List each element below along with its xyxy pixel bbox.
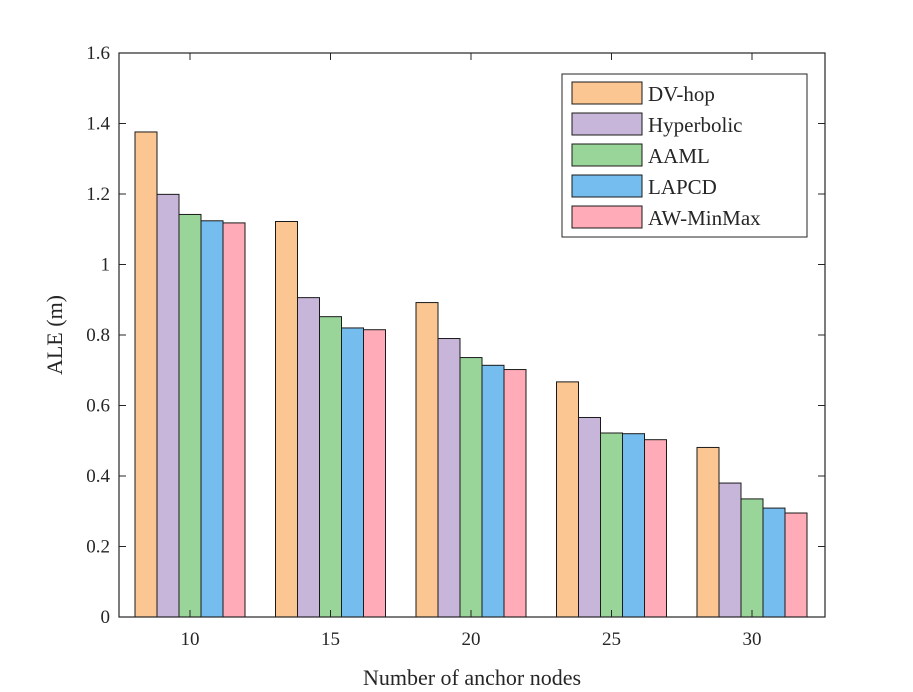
- legend: DV-hop Hyperbolic AAML LAPCD AW-MinMax: [561, 73, 808, 238]
- x-tick-label: 30: [743, 629, 762, 650]
- bars-layer: [134, 131, 808, 618]
- legend-swatch: [571, 143, 643, 167]
- y-tick-label: 1.2: [86, 184, 110, 205]
- bar-dv-hop-10: [134, 131, 158, 618]
- y-axis-title: ALE (m): [42, 295, 67, 375]
- bar-aaml-20: [459, 357, 483, 618]
- x-tick-label: 15: [321, 629, 340, 650]
- x-tick-label: 10: [181, 629, 200, 650]
- legend-swatch: [571, 112, 643, 136]
- x-tick-label: 20: [462, 629, 481, 650]
- bar-hyperbolic-25: [578, 416, 601, 618]
- bar-aw-minmax-25: [644, 439, 667, 618]
- bar-hyperbolic-30: [718, 482, 742, 618]
- y-tick-label: 1.6: [86, 43, 110, 64]
- legend-label: Hyperbolic: [648, 113, 742, 137]
- y-tick-label: 0.2: [86, 537, 110, 558]
- legend-label: AAML: [648, 144, 710, 168]
- y-axis: 0 0.2 0.4 0.6 0.8 1 1.2 1.4 1.6: [86, 43, 825, 628]
- bar-lapcd-15: [341, 327, 364, 618]
- legend-label: DV-hop: [648, 82, 715, 106]
- bar-dv-hop-20: [415, 302, 439, 618]
- bar-lapcd-25: [622, 433, 645, 618]
- bar-aw-minmax-15: [363, 329, 386, 618]
- y-tick-label: 1.4: [86, 114, 110, 135]
- legend-label: AW-MinMax: [648, 206, 761, 230]
- legend-swatch: [571, 205, 643, 229]
- legend-label: LAPCD: [648, 175, 717, 199]
- bar-aaml-30: [740, 498, 764, 618]
- bar-lapcd-30: [762, 507, 786, 618]
- y-tick-label: 0.6: [86, 396, 110, 417]
- bar-aaml-15: [319, 316, 342, 618]
- legend-swatch: [571, 81, 643, 105]
- bar-aw-minmax-20: [503, 369, 527, 618]
- y-tick-label: 0.8: [86, 325, 110, 346]
- bar-dv-hop-30: [696, 446, 720, 618]
- bar-lapcd-10: [200, 220, 224, 618]
- bar-aw-minmax-30: [784, 512, 808, 618]
- bar-aaml-25: [600, 432, 623, 618]
- bar-hyperbolic-15: [297, 297, 320, 618]
- legend-swatch: [571, 174, 643, 198]
- bar-dv-hop-25: [556, 381, 579, 618]
- bar-hyperbolic-20: [437, 338, 461, 618]
- bar-aaml-10: [178, 213, 202, 618]
- y-tick-label: 1: [101, 255, 111, 276]
- bar-dv-hop-15: [275, 221, 298, 618]
- bar-hyperbolic-10: [156, 193, 180, 618]
- x-axis: 10 15 20 25 30: [181, 53, 762, 650]
- x-tick-label: 25: [602, 629, 621, 650]
- bar-lapcd-20: [481, 364, 505, 618]
- bar-aw-minmax-10: [222, 222, 246, 618]
- y-tick-label: 0: [101, 607, 111, 628]
- x-axis-title: Number of anchor nodes: [363, 665, 581, 690]
- y-tick-label: 0.4: [86, 466, 110, 487]
